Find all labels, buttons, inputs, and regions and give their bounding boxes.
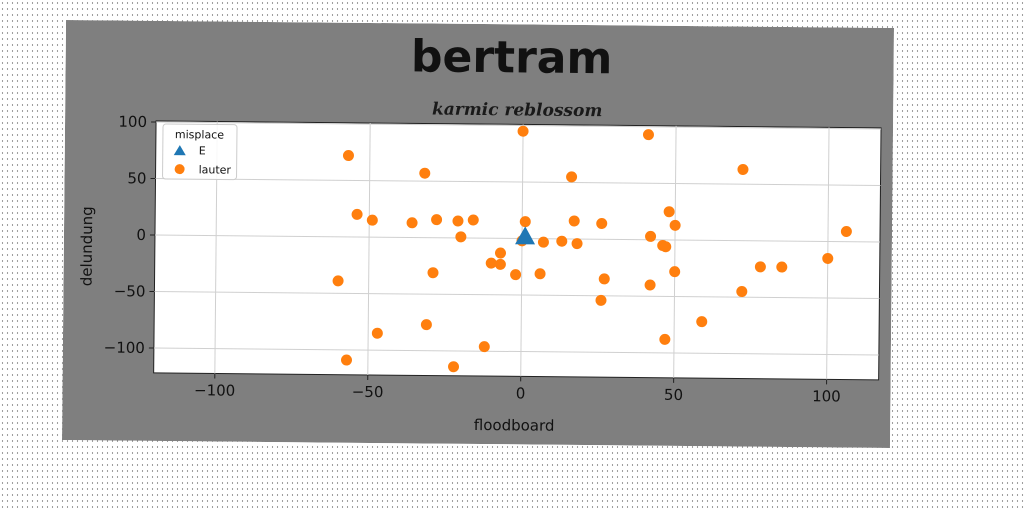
x-tick-label: −50: [352, 383, 384, 401]
data-point-lauter: [510, 269, 522, 281]
data-point-lauter: [598, 273, 610, 285]
legend-marker-e: [173, 145, 186, 156]
data-point-lauter: [406, 217, 418, 229]
data-point-lauter: [696, 316, 708, 328]
data-point-lauter: [596, 218, 608, 230]
data-point-lauter: [644, 279, 656, 291]
scatter-chart: bertram karmic reblossom −100 −50 0 50 100−1…: [62, 20, 894, 448]
data-point-lauter: [419, 167, 431, 179]
chart-subtitle: karmic reblossom: [432, 100, 603, 122]
data-point-lauter: [341, 354, 353, 366]
x-gridline: [673, 125, 677, 378]
legend-marker-lauter: [174, 164, 185, 175]
plot-area: [153, 120, 882, 381]
x-tick-label: 100: [812, 387, 841, 405]
data-point-lauter: [517, 125, 529, 137]
data-point-lauter: [478, 341, 490, 353]
data-points: [332, 125, 852, 373]
y-tick-label: 0: [136, 226, 146, 244]
axis-ticks: −100 −50 0 50 100 −100 −50 0 50 100: [104, 113, 841, 406]
data-point-lauter: [669, 219, 681, 231]
data-point-lauter: [822, 252, 834, 264]
data-point-lauter: [556, 235, 568, 247]
figure: bertram karmic reblossom −100 −50 0 50 100 −1…: [62, 20, 894, 448]
y-gridline: [154, 291, 880, 299]
data-point-lauter: [566, 171, 578, 183]
data-point-lauter: [351, 208, 363, 220]
data-point-lauter: [371, 327, 383, 339]
data-point-lauter: [494, 247, 506, 259]
y-tick-label: −50: [114, 282, 146, 300]
data-point-lauter: [663, 206, 675, 218]
data-point-lauter: [659, 333, 671, 345]
y-gridline: [155, 178, 881, 186]
legend: misplace E lauter: [162, 123, 238, 181]
data-point-lauter: [660, 241, 672, 253]
data-point-lauter: [427, 267, 439, 279]
data-point-lauter: [455, 231, 467, 243]
data-point-lauter: [431, 214, 443, 226]
data-point-lauter: [494, 258, 506, 270]
data-point-lauter: [420, 319, 432, 331]
data-point-lauter: [342, 150, 354, 162]
data-point-lauter: [485, 257, 497, 269]
data-point-lauter: [448, 361, 460, 373]
data-point-lauter: [568, 215, 580, 227]
data-point-lauter: [642, 129, 654, 141]
data-point-lauter: [467, 214, 479, 226]
data-point-lauter: [840, 226, 852, 238]
legend-label-e: E: [199, 144, 206, 157]
x-axis-label: floodboard: [474, 416, 555, 435]
data-point-lauter: [366, 214, 378, 226]
data-point-lauter: [519, 216, 531, 228]
y-tick-label: 50: [127, 169, 146, 187]
data-point-lauter: [571, 238, 583, 250]
data-point-lauter: [776, 261, 788, 273]
data-point-lauter: [737, 163, 749, 175]
y-tick-label: −100: [104, 339, 145, 357]
data-point-lauter: [754, 261, 766, 273]
data-point-lauter: [534, 268, 546, 280]
y-gridline: [156, 121, 882, 130]
legend-label-lauter: lauter: [199, 163, 232, 176]
data-point-e: [515, 226, 536, 245]
grid: [153, 121, 882, 380]
x-gridline: [367, 122, 371, 375]
x-gridline: [520, 124, 524, 377]
legend-title: misplace: [175, 128, 224, 141]
data-point-lauter: [595, 294, 607, 306]
chart-title: bertram: [411, 31, 613, 84]
data-point-lauter: [452, 215, 464, 227]
y-gridline: [153, 347, 879, 356]
data-point-lauter: [736, 286, 748, 298]
data-point-lauter: [669, 266, 681, 278]
x-tick-label: 50: [664, 386, 683, 404]
data-point-lauter: [332, 275, 344, 287]
data-point-lauter: [537, 236, 549, 248]
y-axis-label: delundung: [77, 206, 96, 286]
x-tick-label: 0: [516, 384, 526, 402]
y-tick-label: 100: [118, 113, 147, 131]
x-tick-label: −100: [194, 381, 235, 399]
data-point-lauter: [645, 230, 657, 242]
